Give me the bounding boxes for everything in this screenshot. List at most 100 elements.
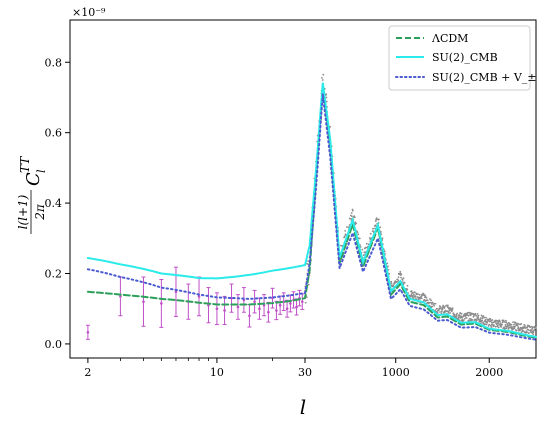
unbinned-point — [424, 294, 427, 297]
binned-point — [215, 307, 219, 311]
y-tick-label: 0.2 — [45, 268, 63, 281]
unbinned-point — [451, 307, 454, 310]
unbinned-point — [321, 79, 324, 81]
unbinned-point — [387, 268, 390, 271]
unbinned-point — [348, 217, 351, 220]
unbinned-point — [516, 322, 519, 325]
unbinned-point — [496, 324, 499, 327]
unbinned-point — [513, 327, 516, 330]
binned-point — [258, 307, 261, 311]
unbinned-point — [446, 310, 449, 313]
x-axis-label: l — [300, 395, 306, 419]
unbinned-point — [353, 216, 356, 219]
unbinned-point — [493, 324, 495, 326]
binned-point — [197, 295, 201, 298]
unbinned-point — [477, 316, 480, 319]
unbinned-point — [529, 326, 532, 329]
series-line-2 — [86, 93, 537, 341]
unbinned-point — [410, 290, 413, 292]
unbinned-point — [390, 282, 393, 285]
unbinned-point — [351, 209, 354, 212]
unbinned-point — [471, 319, 474, 321]
unbinned-point — [520, 323, 523, 325]
unbinned-point — [406, 284, 409, 287]
unbinned-point — [482, 315, 485, 317]
y-tick-label: 0.4 — [45, 197, 63, 210]
binned-point — [275, 309, 278, 312]
unbinned-point — [490, 326, 493, 329]
unbinned-point — [467, 319, 470, 322]
unbinned-point — [485, 323, 488, 326]
unbinned-point — [430, 299, 432, 302]
y-label-superscript: TT — [18, 156, 32, 173]
unbinned-point — [304, 301, 307, 304]
unbinned-point — [434, 309, 437, 312]
unbinned-point — [456, 312, 459, 315]
unbinned-point — [434, 302, 437, 305]
y-label-symbol: C — [23, 172, 44, 186]
unbinned-point — [505, 319, 507, 322]
unbinned-point — [477, 314, 480, 317]
y-tick-label: 0.6 — [45, 127, 63, 140]
y-axis-ticks: 0.0 0.2 0.4 0.6 0.8 — [45, 56, 70, 351]
unbinned-point — [410, 293, 413, 296]
unbinned-point — [496, 322, 498, 324]
unbinned-point — [305, 296, 308, 298]
unbinned-point — [439, 307, 442, 310]
unbinned-point — [399, 270, 402, 273]
unbinned-point — [504, 327, 507, 330]
unbinned-point — [406, 288, 409, 291]
unbinned-point — [455, 313, 458, 316]
unbinned-point — [516, 324, 519, 327]
unbinned-point — [350, 212, 353, 214]
unbinned-point — [497, 326, 500, 329]
unbinned-point — [459, 312, 462, 314]
unbinned-point — [528, 331, 530, 334]
binned-point — [295, 305, 298, 309]
legend-box — [388, 25, 531, 91]
unbinned-point — [436, 307, 438, 310]
unbinned-point — [489, 324, 492, 327]
unbinned-point — [491, 319, 494, 321]
unbinned-point — [497, 322, 500, 325]
unbinned-point — [416, 293, 419, 295]
unbinned-point — [308, 274, 311, 277]
unbinned-point — [414, 296, 417, 298]
binned-point — [278, 303, 282, 307]
unbinned-point — [307, 283, 310, 286]
unbinned-point — [464, 317, 466, 320]
unbinned-point — [401, 279, 404, 281]
unbinned-point — [420, 296, 422, 298]
unbinned-point — [357, 233, 360, 236]
unbinned-point — [481, 319, 484, 322]
legend: ΛCDM SU(2)_CMB SU(2)_CMB + V_± — [388, 25, 537, 91]
unbinned-point — [402, 277, 405, 280]
unbinned-point — [431, 305, 434, 308]
unbinned-point — [458, 314, 461, 317]
unbinned-point — [532, 333, 535, 336]
y-tick-label: 0.0 — [45, 338, 63, 351]
unbinned-point — [397, 279, 400, 282]
unbinned-point — [400, 276, 402, 279]
unbinned-point — [325, 93, 328, 96]
binned-point — [223, 309, 226, 312]
binned-point — [160, 302, 163, 305]
binned-point — [86, 330, 90, 334]
unbinned-point — [449, 312, 452, 314]
unbinned-point — [502, 319, 505, 322]
x-tick-label: 30 — [298, 366, 312, 379]
unbinned-point — [440, 310, 443, 313]
unbinned-point — [374, 220, 377, 222]
unbinned-point — [509, 324, 512, 326]
unbinned-point — [475, 319, 478, 322]
unbinned-point — [479, 317, 482, 320]
unbinned-point — [491, 321, 494, 324]
unbinned-point — [505, 327, 508, 330]
unbinned-point — [483, 316, 485, 319]
legend-label-su2: SU(2)_CMB — [432, 51, 498, 64]
unbinned-point — [530, 329, 533, 332]
legend-label-su2-v: SU(2)_CMB + V_± — [432, 71, 537, 84]
unbinned-point — [361, 248, 364, 251]
binned-point — [236, 305, 240, 309]
